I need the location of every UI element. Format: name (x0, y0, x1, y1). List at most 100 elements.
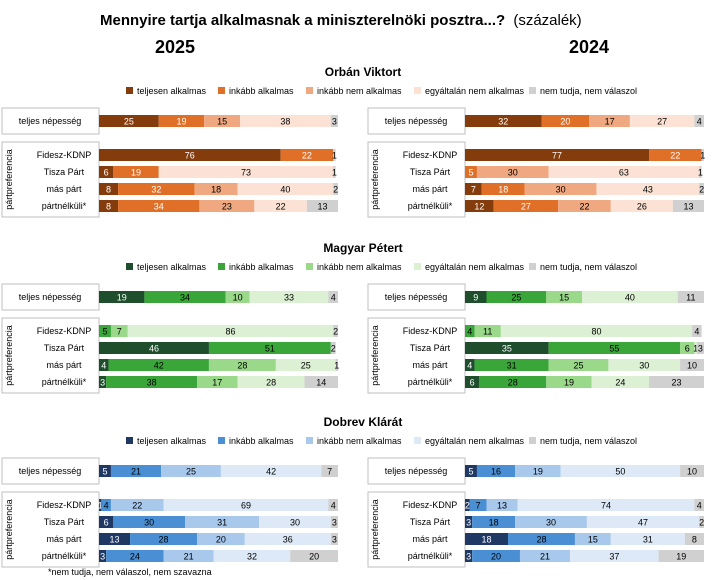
side-label-dobrev-klarat-2025: pártpreferencia (4, 499, 14, 560)
bar-segment-orban-viktort-2025-0-1 (158, 115, 205, 127)
bar-segment-orban-viktort-2024-4-1 (493, 200, 559, 212)
party-group-box-dobrev-klarat-2024 (367, 491, 466, 568)
bar-segment-magyar-petert-2024-1-3 (500, 325, 693, 337)
legend-label-orban-viktort-1: inkább alkalmas (229, 86, 294, 96)
bar-segment-magyar-petert-2024-2-1 (548, 342, 681, 354)
bar-segment-dobrev-klarat-2025-0-2 (161, 465, 221, 477)
bar-segment-dobrev-klarat-2025-3-0 (99, 533, 131, 545)
bar-segment-dobrev-klarat-2024-1-2 (486, 499, 518, 511)
bar-segment-dobrev-klarat-2024-4-2 (519, 550, 571, 562)
bar-segment-orban-viktort-2025-1-1 (280, 149, 334, 161)
bar-segment-magyar-petert-2025-3-2 (208, 359, 276, 371)
bar-segment-orban-viktort-2025-2-0 (99, 166, 114, 178)
bar-segment-orban-viktort-2024-0-0 (465, 115, 542, 127)
data-label-dobrev-klarat-2025-1-3: 69 (241, 501, 251, 511)
data-label-magyar-petert-2025-4-4: 14 (316, 378, 326, 388)
data-label-dobrev-klarat-2024-1-0: 2 (465, 501, 470, 511)
data-label-orban-viktort-2025-1-1: 22 (302, 151, 312, 161)
data-label-dobrev-klarat-2025-0-3: 42 (266, 467, 276, 477)
bar-segment-orban-viktort-2025-3-0 (99, 183, 119, 195)
data-label-orban-viktort-2024-2-1: 5 (468, 168, 473, 178)
legend-swatch-orban-viktort-2 (306, 87, 313, 94)
bar-segment-dobrev-klarat-2024-0-1 (476, 465, 516, 477)
legend-swatch-magyar-petert-3 (414, 263, 421, 270)
bar-segment-dobrev-klarat-2025-2-4 (330, 516, 338, 528)
legend-label-dobrev-klarat-3: egyáltalán nem alkalmas (425, 436, 525, 446)
bar-segment-dobrev-klarat-2025-0-1 (110, 465, 162, 477)
legend-label-magyar-petert-4: nem tudja, nem válaszol (540, 262, 637, 272)
category-label-orban-viktort-2024-3: más párt (412, 184, 448, 194)
legend-swatch-orban-viktort-0 (126, 87, 133, 94)
data-label-orban-viktort-2025-3-1: 32 (151, 185, 161, 195)
bar-segment-dobrev-klarat-2024-0-2 (515, 465, 561, 477)
data-label-dobrev-klarat-2024-3-4: 8 (692, 535, 697, 545)
category-label-orban-viktort-2024-2: Tisza Párt (410, 167, 451, 177)
data-label-magyar-petert-2025-1-3: 86 (225, 327, 235, 337)
bar-segment-orban-viktort-2025-1-4 (333, 149, 336, 161)
data-label-magyar-petert-2024-0-3: 40 (625, 293, 635, 303)
data-label-magyar-petert-2025-0-4: 4 (331, 293, 336, 303)
data-label-orban-viktort-2025-0-0: 25 (124, 117, 134, 127)
data-label-orban-viktort-2025-1-4: 1 (332, 151, 337, 161)
category-label-magyar-petert-2025-2: Tisza Párt (44, 343, 85, 353)
data-label-orban-viktort-2025-0-4: 3 (332, 117, 337, 127)
data-label-orban-viktort-2025-1-0: 76 (185, 151, 195, 161)
data-label-dobrev-klarat-2024-2-3: 47 (638, 518, 648, 528)
side-label-orban-viktort-2024: pártpreferencia (370, 149, 380, 210)
bar-segment-magyar-petert-2024-0-2 (546, 291, 583, 303)
bar-segment-magyar-petert-2024-4-4 (649, 376, 704, 388)
data-label-orban-viktort-2024-0-4: 4 (697, 117, 702, 127)
party-group-box-orban-viktort-2025 (1, 141, 100, 218)
data-label-magyar-petert-2024-4-3: 24 (615, 378, 625, 388)
data-label-dobrev-klarat-2025-1-4: 4 (331, 501, 336, 511)
bar-segment-orban-viktort-2025-0-3 (240, 115, 331, 127)
data-label-magyar-petert-2025-3-1: 42 (154, 361, 164, 371)
data-label-dobrev-klarat-2025-2-1: 30 (144, 518, 154, 528)
data-label-dobrev-klarat-2024-0-1: 16 (491, 467, 501, 477)
data-label-orban-viktort-2025-3-2: 18 (211, 185, 221, 195)
data-label-dobrev-klarat-2024-2-4: 2 (699, 518, 704, 528)
data-label-orban-viktort-2025-0-3: 38 (280, 117, 290, 127)
data-label-orban-viktort-2025-4-4: 13 (317, 202, 327, 212)
bar-segment-dobrev-klarat-2024-4-0 (465, 550, 473, 562)
bar-segment-dobrev-klarat-2024-0-3 (560, 465, 681, 477)
data-label-orban-viktort-2024-3-3: 43 (643, 185, 653, 195)
category-label-magyar-petert-2024-0: teljes népesség (385, 292, 448, 302)
bar-segment-orban-viktort-2024-0-2 (589, 115, 630, 127)
data-label-magyar-petert-2025-0-2: 10 (233, 293, 243, 303)
bar-segment-magyar-petert-2024-2-2 (680, 342, 695, 354)
category-label-orban-viktort-2025-1: Fidesz-KDNP (37, 150, 92, 160)
bar-segment-magyar-petert-2025-0-3 (249, 291, 329, 303)
side-label-magyar-petert-2024: pártpreferencia (370, 325, 380, 386)
data-label-orban-viktort-2024-0-2: 17 (605, 117, 615, 127)
bar-segment-dobrev-klarat-2025-3-1 (130, 533, 197, 545)
data-label-magyar-petert-2024-1-2: 11 (483, 327, 492, 337)
category-label-orban-viktort-2025-2: Tisza Párt (44, 167, 85, 177)
data-label-dobrev-klarat-2025-1-0: 1 (98, 501, 103, 511)
legend-label-orban-viktort-0: teljesen alkalmas (137, 86, 207, 96)
legend-swatch-magyar-petert-2 (306, 263, 313, 270)
bar-segment-magyar-petert-2024-1-1 (465, 325, 475, 337)
category-label-magyar-petert-2025-1: Fidesz-KDNP (37, 326, 92, 336)
bar-segment-magyar-petert-2025-0-2 (225, 291, 250, 303)
bar-segment-orban-viktort-2024-1-4 (701, 149, 704, 161)
bar-segment-orban-viktort-2025-3-2 (194, 183, 238, 195)
data-label-dobrev-klarat-2024-2-2: 30 (546, 518, 556, 528)
legend-swatch-dobrev-klarat-1 (218, 437, 225, 444)
category-label-orban-viktort-2024-4: pártnélküli* (408, 201, 453, 211)
bar-segment-orban-viktort-2024-4-2 (558, 200, 611, 212)
bar-segment-magyar-petert-2024-2-3 (694, 342, 697, 354)
data-label-magyar-petert-2025-4-0: 3 (100, 378, 105, 388)
data-label-orban-viktort-2025-3-3: 40 (280, 185, 290, 195)
bar-segment-dobrev-klarat-2025-4-2 (163, 550, 214, 562)
legend-label-magyar-petert-2: inkább nem alkalmas (317, 262, 402, 272)
bar-segment-orban-viktort-2024-2-3 (548, 166, 700, 178)
bar-segment-dobrev-klarat-2024-2-4 (699, 516, 704, 528)
category-label-dobrev-klarat-2025-2: Tisza Párt (44, 517, 85, 527)
data-label-orban-viktort-2024-1-1: 22 (670, 151, 680, 161)
legend-label-orban-viktort-3: egyáltalán nem alkalmas (425, 86, 525, 96)
bar-segment-dobrev-klarat-2024-3-3 (610, 533, 685, 545)
legend-swatch-magyar-petert-4 (529, 263, 536, 270)
bar-segment-dobrev-klarat-2025-1-0 (99, 499, 102, 511)
